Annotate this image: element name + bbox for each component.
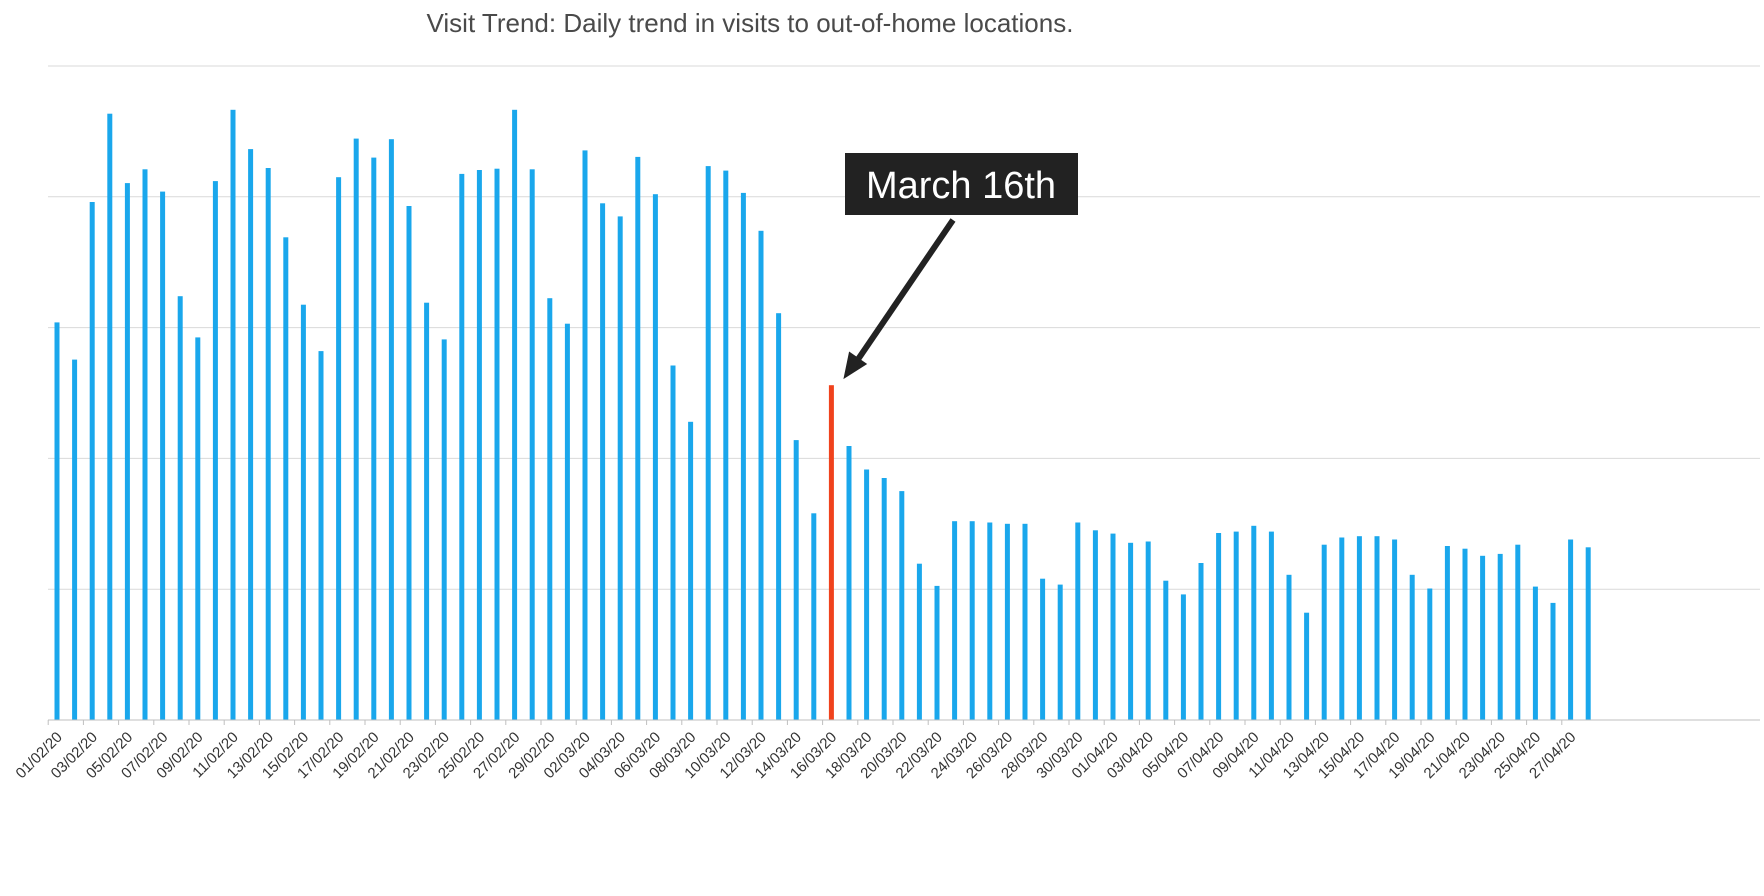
bar: [564, 323, 570, 720]
bar: [952, 521, 958, 720]
annotation: March 16th: [843, 153, 1078, 380]
bar: [723, 170, 729, 721]
bar: [265, 168, 271, 720]
bar: [1374, 536, 1380, 720]
bar: [388, 139, 394, 720]
bar: [371, 157, 377, 721]
bar: [987, 522, 993, 720]
bar: [1251, 525, 1257, 720]
bar: [1444, 546, 1450, 720]
bar: [934, 585, 940, 720]
bar: [1057, 584, 1063, 720]
highlighted-bar: [828, 385, 834, 720]
bar: [670, 365, 676, 720]
bar: [459, 173, 465, 720]
bar: [353, 138, 359, 721]
bar: [107, 113, 113, 720]
bars: [54, 109, 1591, 721]
bar: [1216, 533, 1222, 720]
bar: [195, 337, 201, 720]
bar: [740, 192, 746, 720]
bar: [1110, 533, 1116, 720]
bar: [969, 521, 975, 720]
bar: [476, 170, 482, 720]
bar: [1304, 612, 1310, 720]
bar: [1462, 548, 1468, 720]
chart-title: Visit Trend: Daily trend in visits to ou…: [426, 8, 1074, 38]
x-tick-labels: 01/02/2003/02/2005/02/2007/02/2009/02/20…: [13, 729, 1580, 782]
bar: [1550, 602, 1556, 720]
bar: [1128, 542, 1134, 720]
bar: [793, 440, 799, 720]
bar: [705, 166, 711, 721]
bar: [529, 169, 535, 721]
bar: [142, 169, 148, 721]
bar: [424, 302, 430, 720]
bar: [1180, 594, 1186, 720]
bar: [635, 156, 641, 720]
bar: [652, 194, 658, 720]
bar: [160, 191, 166, 721]
bar: [1040, 578, 1046, 720]
bar: [300, 304, 306, 720]
bar: [177, 296, 183, 720]
bar: [811, 513, 817, 720]
bar: [124, 183, 130, 721]
bar: [72, 359, 78, 720]
bar: [600, 203, 606, 721]
bar: [406, 206, 412, 720]
bar: [899, 491, 905, 720]
bar: [1392, 539, 1398, 720]
bar: [1532, 586, 1538, 720]
annotation-label: March 16th: [866, 165, 1056, 207]
bar: [441, 339, 447, 720]
bar: [1022, 523, 1028, 720]
bar: [1198, 563, 1204, 720]
bar: [1568, 539, 1574, 720]
bar: [1163, 580, 1169, 720]
bar: [688, 421, 694, 720]
bar: [1004, 523, 1010, 720]
bar: [283, 237, 289, 721]
annotation-arrowhead: [843, 351, 868, 380]
bar: [1480, 555, 1486, 720]
bar: [547, 298, 553, 720]
bar: [1286, 574, 1292, 720]
bar: [1321, 544, 1327, 720]
bar: [230, 109, 236, 721]
bar: [846, 446, 852, 720]
bar: [1268, 531, 1274, 720]
annotation-box: [845, 153, 1078, 215]
bar: [1515, 544, 1521, 720]
bar: [89, 202, 95, 720]
bar: [248, 149, 254, 721]
bar: [318, 351, 324, 720]
bar: [1585, 547, 1591, 720]
bar: [1356, 536, 1362, 720]
bar: [1233, 531, 1239, 720]
bar: [1409, 574, 1415, 720]
bar: [1092, 530, 1098, 720]
bar: [54, 322, 60, 720]
x-axis: [47, 719, 1760, 725]
bar: [336, 177, 342, 720]
bar: [1427, 588, 1433, 720]
bar: [881, 478, 887, 720]
bar: [1339, 537, 1345, 720]
bar: [1145, 541, 1151, 720]
bar: [758, 230, 764, 721]
annotation-arrow: [852, 218, 956, 365]
bar: [916, 563, 922, 720]
bar: [776, 313, 782, 720]
bar: [617, 216, 623, 720]
bar: [1497, 553, 1503, 720]
bar: [494, 168, 500, 720]
bar: [582, 150, 588, 720]
bar: [864, 469, 870, 720]
bar: [212, 181, 218, 721]
bar: [1075, 522, 1081, 720]
bar: [512, 109, 518, 721]
